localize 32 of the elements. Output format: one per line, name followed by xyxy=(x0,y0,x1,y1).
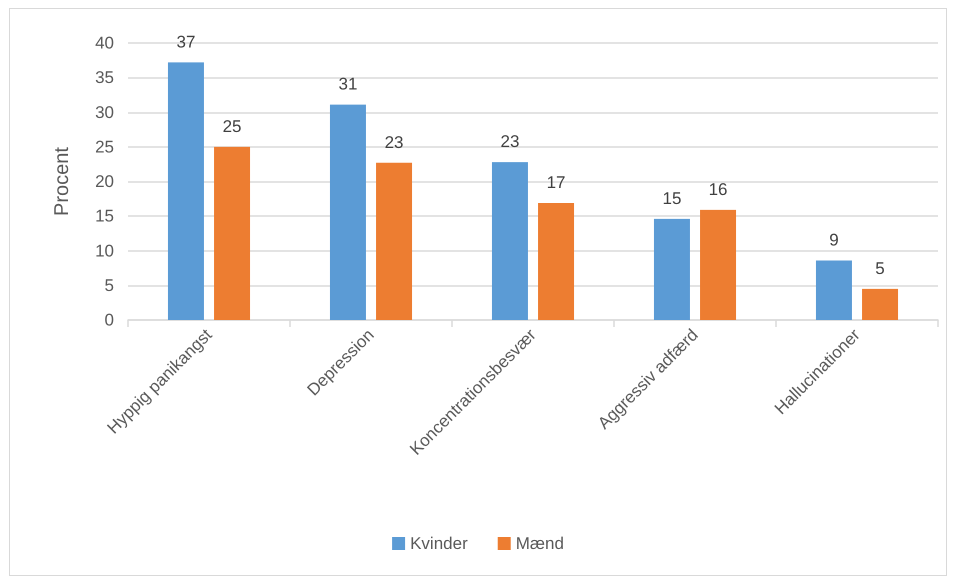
y-tick-label: 30 xyxy=(95,102,114,122)
bar xyxy=(376,162,412,320)
bar xyxy=(654,218,690,320)
bar xyxy=(214,146,250,320)
y-tick-label: 40 xyxy=(95,34,114,52)
y-tick-label: 35 xyxy=(95,68,114,88)
y-tick-label: 15 xyxy=(95,206,114,226)
data-label: 15 xyxy=(662,188,682,208)
y-tick-label: 0 xyxy=(104,310,114,330)
data-label: 9 xyxy=(829,230,839,250)
y-tick-label: 5 xyxy=(104,276,114,295)
data-label: 17 xyxy=(546,172,566,192)
data-label: 5 xyxy=(875,258,885,278)
bar xyxy=(700,210,736,320)
bar xyxy=(816,260,852,320)
data-label: 16 xyxy=(708,180,728,199)
data-label: 31 xyxy=(338,74,358,94)
bar xyxy=(492,162,528,320)
y-tick-label: 20 xyxy=(95,172,114,191)
y-tick-label: 10 xyxy=(95,241,114,260)
legend-label: Kvinder xyxy=(410,534,468,553)
legend-label: Mænd xyxy=(516,534,564,553)
bar xyxy=(538,202,574,320)
data-label: 25 xyxy=(222,116,242,136)
bar xyxy=(168,62,204,320)
bar xyxy=(330,104,366,320)
y-axis-title: Procent xyxy=(51,146,73,216)
data-label: 23 xyxy=(500,132,520,152)
y-tick-label: 25 xyxy=(95,137,114,156)
bar xyxy=(862,288,898,320)
data-label: 23 xyxy=(384,132,404,152)
data-label: 37 xyxy=(176,32,196,52)
